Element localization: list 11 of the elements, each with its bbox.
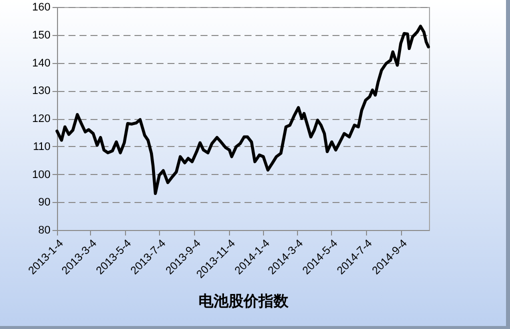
y-tick-label: 130 bbox=[32, 85, 50, 98]
line-series bbox=[56, 24, 430, 195]
y-tick-label: 100 bbox=[32, 168, 50, 181]
x-axis-title: 电池股价指数 bbox=[198, 293, 290, 310]
y-tick-label: 110 bbox=[32, 140, 50, 153]
y-tick-label: 120 bbox=[32, 113, 50, 125]
y-tick-label: 80 bbox=[38, 224, 50, 236]
y-tick-label: 140 bbox=[32, 57, 50, 70]
y-tick-label: 90 bbox=[38, 196, 50, 209]
y-tick-label: 150 bbox=[32, 29, 50, 42]
y-tick-label: 160 bbox=[32, 2, 50, 14]
